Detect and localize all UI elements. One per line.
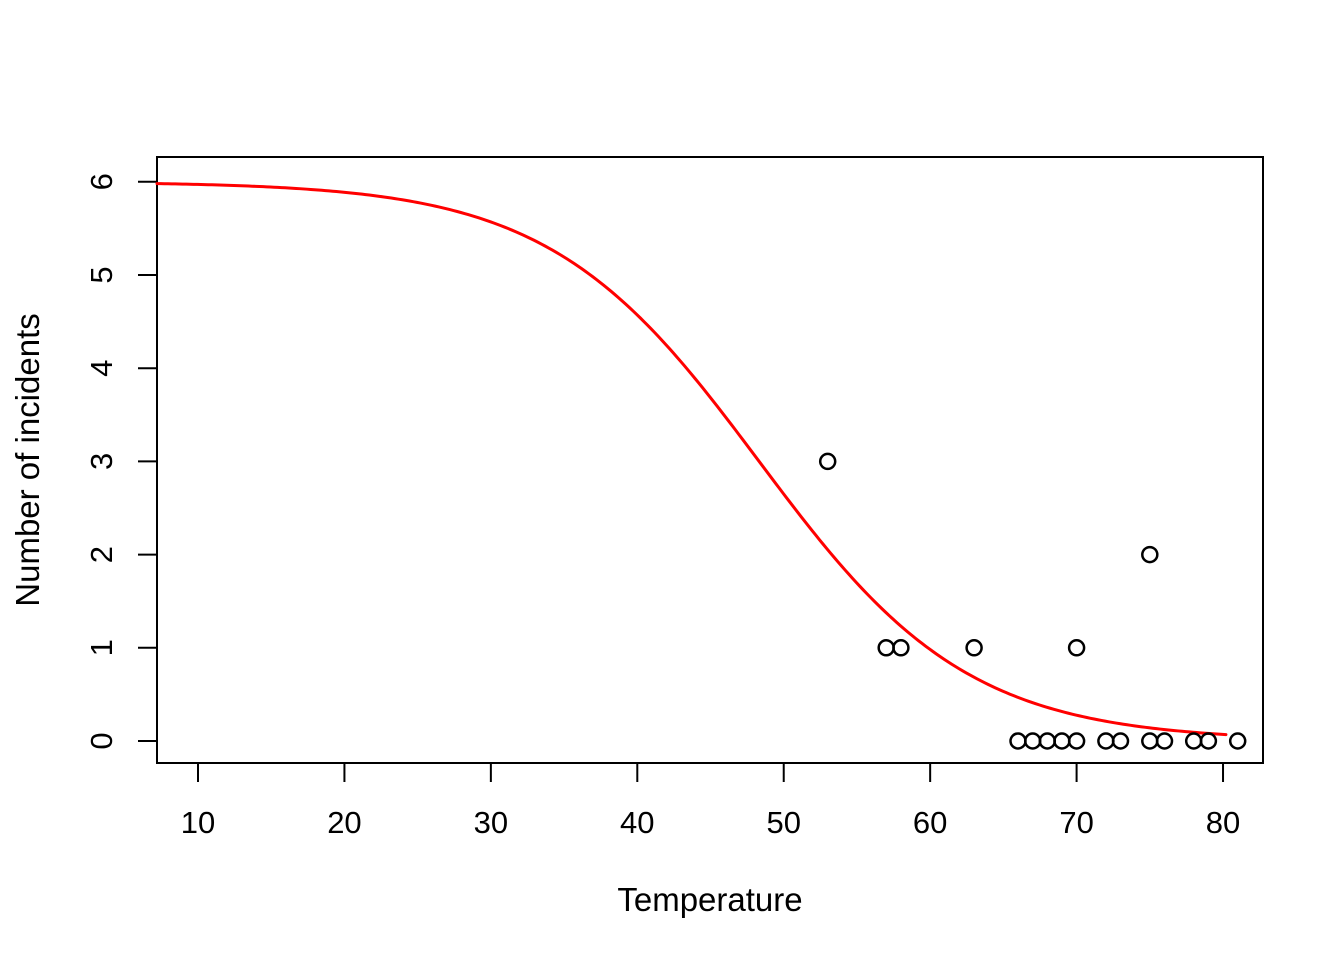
y-tick-label: 2 [84,546,119,563]
data-point [892,639,910,657]
fitted-curve [155,182,1228,737]
data-point [1184,732,1203,750]
data-point [1199,732,1218,750]
y-axis-title: Number of incidents [9,313,46,606]
data-point [1009,732,1027,750]
data-point [1053,732,1071,750]
x-tick-label: 10 [181,805,215,840]
data-point [877,639,895,657]
y-tick-label: 0 [84,732,119,749]
data-point [1097,732,1115,750]
x-axis: 10 20 30 40 50 60 70 80 [181,763,1240,840]
data-point [1141,732,1159,750]
x-tick-label: 60 [913,805,947,840]
x-tick-label: 40 [620,805,654,840]
data-points [818,452,1247,750]
y-tick-label: 4 [84,360,119,377]
x-tick-label: 70 [1059,805,1093,840]
x-tick-label: 20 [327,805,361,840]
data-point [1228,732,1247,750]
data-point [1155,732,1174,750]
y-tick-label: 5 [84,266,119,283]
data-point [1141,545,1159,564]
y-tick-label: 3 [84,453,119,470]
x-tick-label: 80 [1206,805,1240,840]
data-point [965,639,983,657]
data-point [1111,732,1130,750]
data-point [818,452,837,471]
x-tick-label: 50 [766,805,800,840]
y-tick-label: 1 [84,639,119,656]
data-point [1067,639,1086,657]
data-point [1038,732,1057,750]
y-axis: 0 1 2 3 4 5 6 [84,173,157,750]
y-tick-label: 6 [84,173,119,190]
data-point [1023,732,1042,750]
x-axis-title: Temperature [617,881,802,918]
data-point [1067,732,1086,750]
x-tick-label: 30 [474,805,508,840]
plot-border-box [156,156,1264,764]
